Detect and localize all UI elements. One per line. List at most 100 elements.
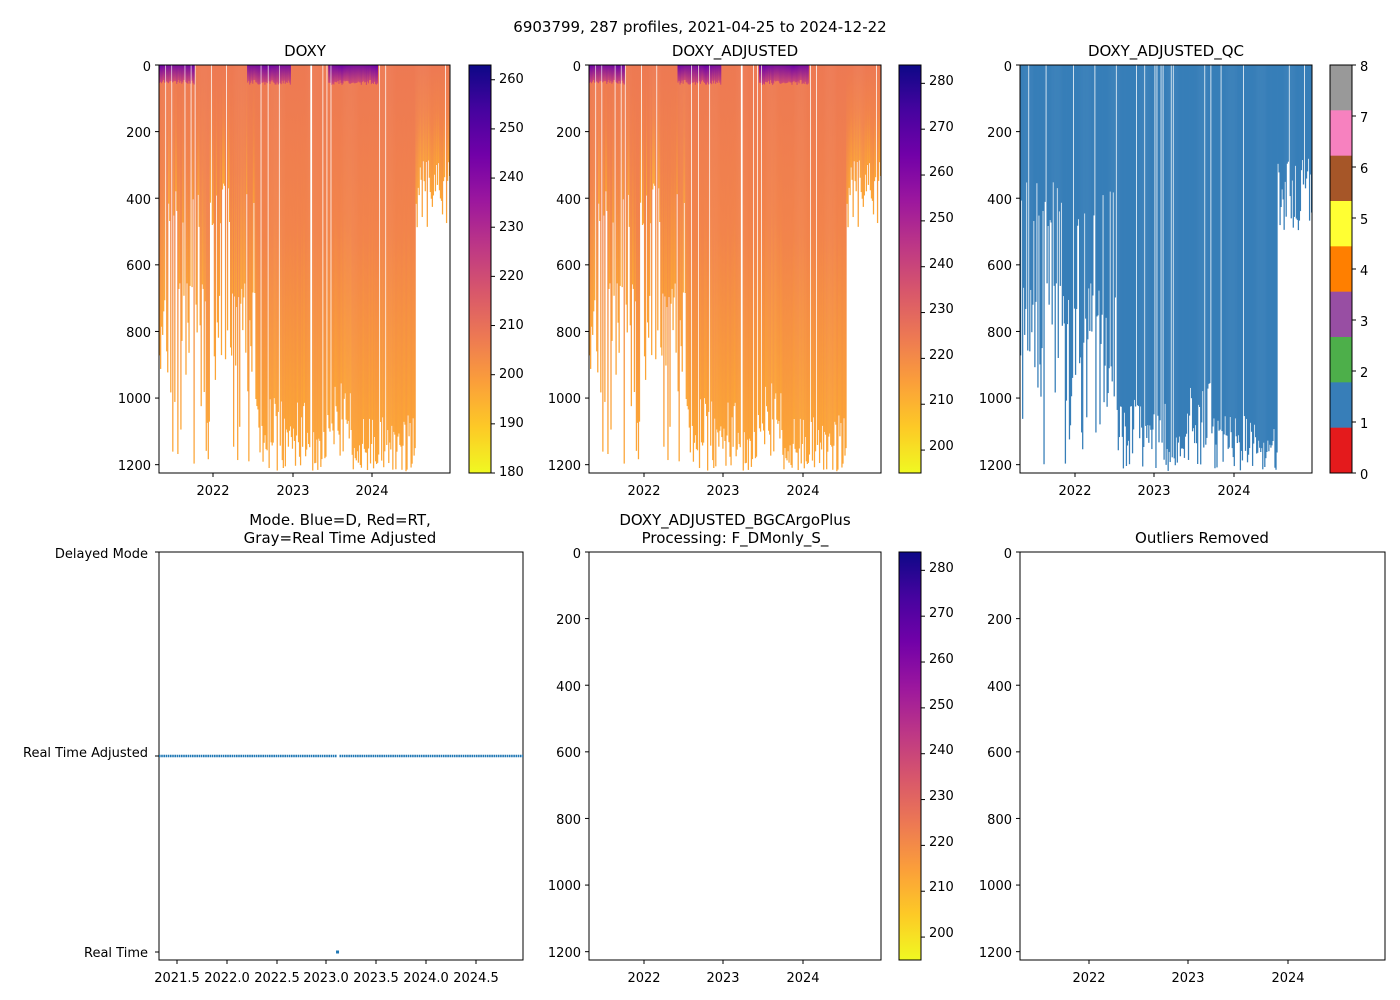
y-tick-labels: 0 200 400 600 800 1000 1200 (979, 60, 1012, 474)
profile-column (366, 65, 369, 471)
profile-column (159, 65, 161, 356)
profile-column (700, 65, 703, 443)
profile-column (169, 65, 171, 221)
surface-layer (192, 65, 194, 84)
profile-column (249, 65, 251, 321)
profile-column (1161, 65, 1163, 443)
colorbar-tick-label: 230 (929, 789, 954, 804)
surface-layer (182, 65, 184, 83)
surface-layer (707, 65, 709, 83)
profile-column (862, 65, 864, 207)
profile-column (670, 65, 672, 304)
profile-column (298, 65, 301, 457)
profile-column (711, 65, 713, 402)
profile-column (1282, 65, 1284, 200)
profile-column (241, 65, 243, 289)
profile-column (1131, 65, 1134, 454)
surface-layer (169, 65, 171, 82)
surface-layer (174, 65, 176, 81)
profile-column (1063, 65, 1066, 324)
surface-layer (712, 65, 714, 81)
surface-layer (796, 65, 798, 85)
profile-column (789, 65, 791, 446)
profile-column (1168, 65, 1170, 452)
profile-column (420, 65, 422, 180)
profile-column (237, 65, 239, 461)
profile-column (765, 65, 767, 387)
profile-column (785, 65, 787, 459)
profile-column (848, 65, 850, 188)
profile-column (443, 65, 446, 178)
surface-layer (345, 65, 347, 82)
y-tick-label: 1200 (979, 946, 1012, 961)
surface-layer (607, 65, 609, 83)
axes-frame (1019, 551, 1386, 961)
profile-column (1088, 65, 1090, 289)
profile-column (710, 65, 712, 446)
profile-column (228, 65, 231, 222)
profile-column (649, 65, 651, 296)
profile-column (1026, 65, 1028, 183)
profile-column (1083, 65, 1085, 343)
profile-column (814, 65, 817, 452)
profile-column (730, 65, 732, 466)
profile-column (1173, 65, 1175, 459)
profile-column (346, 65, 348, 424)
profile-column (828, 65, 830, 437)
surface-layer (336, 65, 338, 83)
x-tick-label: 2024 (1271, 971, 1304, 986)
profile-column (292, 65, 295, 429)
surface-layer (782, 65, 784, 83)
profile-column (1127, 65, 1130, 441)
profile-column (186, 65, 188, 284)
surface-layer (770, 65, 772, 81)
profile-column (189, 65, 191, 286)
surface-layer (178, 65, 180, 81)
profile-column (314, 65, 316, 464)
profile-column (312, 65, 314, 471)
colorbar-tick-labels: 180 190 200 210 220 230 240 250 260 (499, 72, 524, 480)
surface-layer (362, 65, 365, 81)
axes-frame (588, 551, 882, 961)
surface-layer (360, 65, 363, 85)
profile-column (218, 65, 221, 296)
profile-column (414, 65, 416, 449)
surface-layer (172, 65, 174, 83)
profile-column (811, 65, 814, 461)
colorbar-tick-label: 4 (1360, 264, 1368, 279)
profile-column (349, 65, 351, 394)
colorbar-tick-label: 230 (929, 302, 954, 317)
colorbar-tick-label: 260 (929, 165, 954, 180)
profile-column (280, 65, 282, 402)
surface-layer (271, 65, 273, 81)
profile-column (203, 65, 205, 393)
profile-column (1198, 65, 1200, 405)
colorbar-tick-labels: 200 210 220 230 240 250 260 270 280 (929, 561, 954, 941)
colorbar-tick-label: 220 (929, 835, 954, 850)
profile-column (1048, 65, 1050, 305)
surface-layer (273, 65, 275, 84)
profile-column (1251, 65, 1254, 466)
profile-column (390, 65, 392, 450)
profile-column (847, 65, 849, 228)
colorbar-tick-label: 280 (929, 74, 954, 89)
profile-column (757, 65, 760, 416)
panel-title-line2: Processing: F_DMonly_S_ (642, 529, 829, 548)
profile-column (179, 65, 181, 284)
surface-layer (247, 65, 249, 83)
surface-layer (185, 65, 187, 83)
profile-column (832, 65, 834, 470)
profile-column (1285, 65, 1287, 217)
surface-layer (177, 65, 179, 83)
profile-column (1085, 65, 1087, 319)
profile-column (1095, 65, 1097, 433)
profile-column (329, 65, 331, 432)
profile-column (1066, 65, 1069, 325)
profile-column (780, 65, 782, 394)
profile-column (696, 65, 699, 451)
profile-column (722, 65, 724, 449)
colorbar-tick-label: 280 (929, 561, 954, 576)
surface-layer (284, 65, 286, 84)
profile-column (729, 65, 731, 457)
colorbar-tick-label: 260 (499, 72, 524, 87)
